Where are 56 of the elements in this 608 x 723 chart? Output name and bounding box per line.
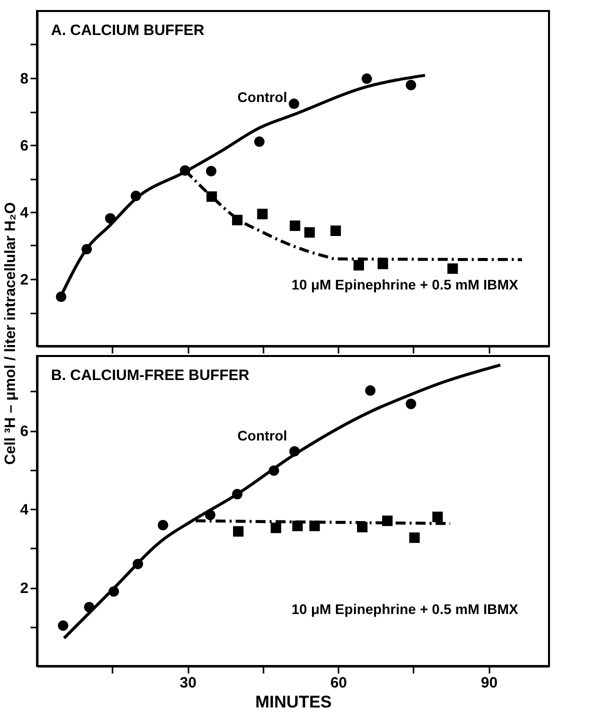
point <box>382 516 393 526</box>
point <box>330 226 341 236</box>
point <box>354 260 364 271</box>
y-tick-label: 2 <box>20 272 28 288</box>
y-tick-label: 8 <box>20 70 28 88</box>
point <box>56 292 66 302</box>
point <box>108 586 120 597</box>
y-axis-title: Cell ³H – μmol / liter intracellular H₂O <box>2 202 19 465</box>
point <box>132 558 144 570</box>
point <box>233 526 244 537</box>
point <box>406 398 416 410</box>
y-tick-label: 6 <box>20 138 28 154</box>
point <box>288 98 300 110</box>
point <box>158 520 168 530</box>
x-tick-label: 30 <box>180 674 196 692</box>
annotation: 10 μM Epinephrine + 0.5 mM IBMX <box>291 601 519 618</box>
point <box>362 73 372 84</box>
point <box>206 191 217 202</box>
point <box>180 165 190 176</box>
point <box>292 520 303 532</box>
annotation: 10 μM Epinephrine + 0.5 mM IBMX <box>291 276 519 293</box>
point <box>290 220 300 231</box>
point <box>232 488 243 500</box>
x-axis-title: MINUTES <box>255 692 332 712</box>
point <box>304 227 315 238</box>
point <box>447 263 458 274</box>
annotation: Control <box>237 89 288 106</box>
point <box>206 166 216 176</box>
point <box>84 602 94 612</box>
point <box>289 446 300 457</box>
point <box>257 208 268 220</box>
point <box>232 214 243 226</box>
point <box>432 512 443 522</box>
point <box>268 465 280 476</box>
y-tick-label: 6 <box>20 423 28 440</box>
x-tick-label: 60 <box>330 674 348 692</box>
point <box>378 258 388 270</box>
point <box>406 80 416 90</box>
y-tick-label: 4 <box>20 204 30 222</box>
x-tick-label: 90 <box>480 674 498 692</box>
point <box>81 244 92 254</box>
point <box>357 522 368 532</box>
y-tick-label: 4 <box>20 502 30 519</box>
point <box>270 522 282 534</box>
annotation: Control <box>237 428 288 444</box>
point <box>58 620 68 631</box>
y-tick-label: 2 <box>20 580 28 598</box>
text: A. CALCIUM BUFFER <box>51 22 204 39</box>
point <box>105 213 116 224</box>
point <box>204 510 216 520</box>
text: B. CALCIUM-FREE BUFFER <box>51 367 250 384</box>
point <box>365 385 376 396</box>
point <box>254 136 265 147</box>
point <box>309 520 320 532</box>
point <box>130 190 142 202</box>
point <box>409 532 420 543</box>
